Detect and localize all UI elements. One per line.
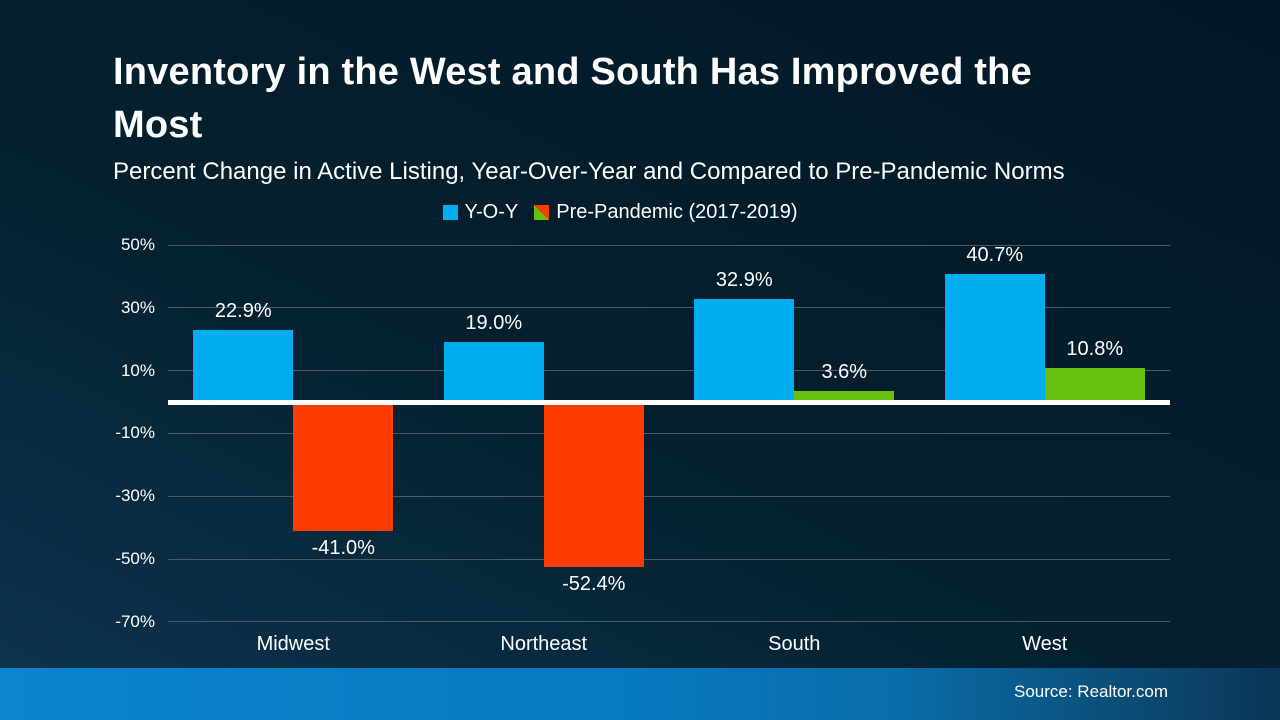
footer-bar: Source: Realtor.com [0, 668, 1280, 720]
gridline [168, 621, 1170, 623]
gridline [168, 432, 1170, 434]
bar-midwest-yoy [193, 330, 294, 402]
x-axis-category-label: Northeast [500, 633, 588, 655]
chart-subtitle: Percent Change in Active Listing, Year-O… [113, 158, 1065, 185]
bar-south-yoy [694, 298, 795, 402]
x-axis-category-label: South [768, 633, 821, 655]
gridline [168, 244, 1170, 246]
y-axis-tick-label: 30% [120, 297, 155, 317]
gridline [168, 495, 1170, 497]
x-axis-category-label: West [1022, 633, 1068, 655]
bar-west-pre-pandemic [1044, 368, 1145, 402]
y-axis-tick-label: -30% [115, 486, 155, 506]
bar-south-pre-pandemic [794, 390, 895, 402]
bar-value-label: 32.9% [715, 268, 773, 291]
gridline [168, 558, 1170, 560]
legend: Y-O-Y Pre-Pandemic (2017-2019) [0, 201, 1240, 224]
bar-value-label: 10.8% [1066, 338, 1124, 361]
source-text: Source: Realtor.com [1013, 682, 1168, 701]
legend-item-yoy: Y-O-Y [442, 201, 519, 224]
legend-swatch-pre-pandemic [534, 205, 550, 220]
bar-midwest-pre-pandemic [293, 402, 394, 531]
bar-value-label: -52.4% [562, 572, 626, 595]
legend-swatch-yoy [442, 205, 458, 220]
bar-value-label: 19.0% [465, 312, 523, 335]
bar-value-label: -41.0% [311, 536, 375, 559]
y-axis-tick-label: -50% [115, 549, 155, 568]
bar-northeast-yoy [443, 342, 544, 402]
legend-label: Pre-Pandemic (2017-2019) [556, 201, 798, 223]
legend-label: Y-O-Y [464, 201, 519, 223]
zero-baseline [168, 400, 1170, 405]
gridline [168, 370, 1170, 372]
bar-value-label: 22.9% [214, 300, 272, 323]
legend-item-pre-pandemic: Pre-Pandemic (2017-2019) [534, 201, 797, 224]
gridline [168, 307, 1170, 309]
x-axis-category-label: Midwest [256, 633, 330, 655]
y-axis-tick-label: -70% [115, 611, 155, 631]
bar-value-label: 40.7% [966, 244, 1024, 267]
bar-value-label: 3.6% [821, 360, 868, 383]
y-axis-tick-label: 10% [120, 360, 155, 380]
bar-northeast-pre-pandemic [543, 402, 644, 567]
y-axis-tick-label: -10% [115, 423, 155, 443]
bar-west-yoy [944, 274, 1045, 402]
y-axis-tick-label: 50% [120, 235, 155, 254]
chart-title: Inventory in the West and South Has Impr… [113, 51, 1032, 146]
